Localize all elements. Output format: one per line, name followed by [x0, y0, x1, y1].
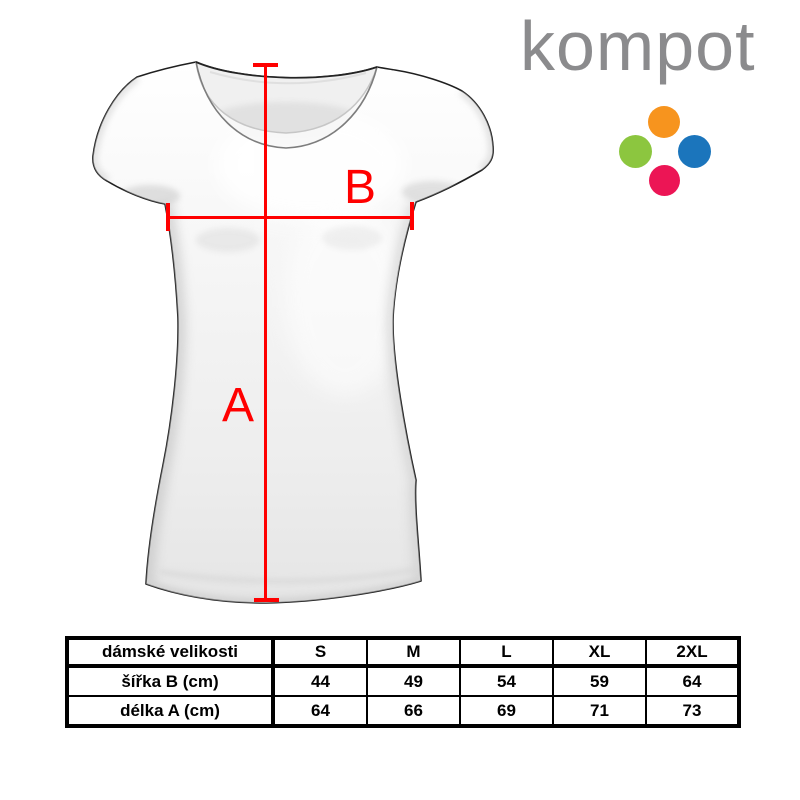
size-header-xl: XL [552, 637, 647, 668]
length-value-m: 66 [366, 695, 461, 727]
logo-green-dot [619, 135, 652, 168]
width-value-xl: 59 [552, 665, 647, 697]
size-header-m: M [366, 637, 461, 668]
length-row-label: délka A (cm) [66, 695, 275, 727]
width-row: šířka B (cm) 44 49 54 59 64 [66, 665, 740, 697]
length-label-A: A [222, 379, 255, 432]
size-header-l: L [459, 637, 554, 668]
length-value-2xl: 73 [645, 695, 740, 727]
size-header-s: S [272, 637, 368, 668]
width-line-left-tick [166, 203, 170, 231]
width-value-m: 49 [366, 665, 461, 697]
size-table: dámské velikosti S M L XL 2XL šířka B (c… [65, 636, 741, 728]
width-line-B [168, 216, 413, 219]
length-value-xl: 71 [552, 695, 647, 727]
length-row: délka A (cm) 64 66 69 71 73 [66, 695, 740, 727]
size-table-title-cell: dámské velikosti [66, 637, 275, 668]
width-row-label: šířka B (cm) [66, 665, 275, 697]
logo-blue-dot [678, 135, 711, 168]
width-label-B: B [344, 161, 377, 214]
length-value-l: 69 [459, 695, 554, 727]
neck-opening [195, 61, 378, 149]
length-line-A [264, 65, 267, 602]
size-table-header-row: dámské velikosti S M L XL 2XL [66, 637, 740, 668]
length-line-bottom-tick [254, 598, 279, 602]
size-header-2xl: 2XL [645, 637, 740, 668]
width-line-right-tick [410, 202, 414, 230]
logo-orange-dot [648, 106, 680, 138]
width-value-s: 44 [272, 665, 368, 697]
width-value-l: 54 [459, 665, 554, 697]
length-line-top-tick [253, 63, 278, 67]
logo-pink-dot [649, 165, 680, 196]
length-value-s: 64 [272, 695, 368, 727]
width-value-2xl: 64 [645, 665, 740, 697]
logo-text: kompot [520, 7, 756, 85]
